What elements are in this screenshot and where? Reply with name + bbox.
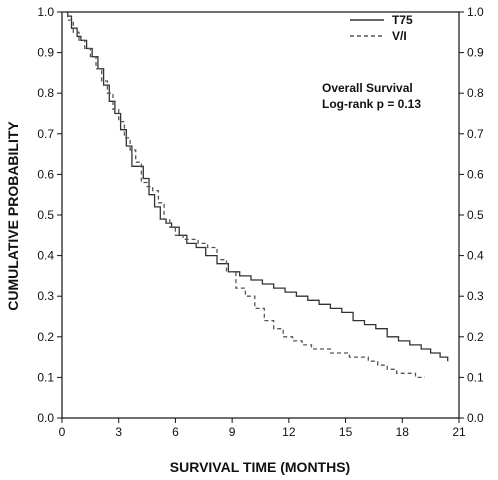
x-tick-label: 3 [115, 425, 122, 439]
y-tick-label-right: 0.6 [467, 167, 484, 181]
x-tick-label: 18 [396, 425, 410, 439]
x-tick-label: 21 [452, 425, 466, 439]
legend-label-vi: V/I [392, 29, 407, 43]
y-tick-label-right: 1.0 [467, 5, 484, 19]
y-tick-label-right: 0.1 [467, 370, 484, 384]
y-tick-label-left: 0.8 [37, 86, 54, 100]
x-tick-label: 12 [282, 425, 296, 439]
y-tick-label-left: 0.1 [37, 370, 54, 384]
y-tick-label-right: 0.2 [467, 330, 484, 344]
y-tick-label-left: 0.4 [37, 249, 54, 263]
x-axis-title: SURVIVAL TIME (MONTHS) [170, 459, 350, 475]
y-tick-label-left: 1.0 [37, 5, 54, 19]
y-tick-label-right: 0.8 [467, 86, 484, 100]
legend: T75 V/I [350, 13, 413, 43]
series-line-t75 [62, 11, 449, 362]
y-tick-label-left: 0.6 [37, 167, 54, 181]
y-tick-label-right: 0.4 [467, 249, 484, 263]
legend-label-t75: T75 [392, 13, 413, 27]
x-tick-label: 9 [229, 425, 236, 439]
annotation-line-1: Overall Survival [322, 81, 413, 95]
annotation-line-2: Log-rank p = 0.13 [322, 97, 421, 111]
series-lines [62, 11, 449, 379]
y-tick-label-right: 0.7 [467, 127, 484, 141]
y-axis-title: CUMULATIVE PROBABILITY [5, 121, 21, 311]
y-tick-label-left: 0.2 [37, 330, 54, 344]
y-tick-label-left: 0.0 [37, 411, 54, 425]
x-tick-label: 15 [339, 425, 353, 439]
y-tick-label-left: 0.9 [37, 46, 54, 60]
y-tick-label-right: 0.3 [467, 289, 484, 303]
y-tick-label-right: 0.5 [467, 208, 484, 222]
plot-frame [61, 11, 460, 419]
y-tick-label-right: 0.0 [467, 411, 484, 425]
x-tick-label: 0 [59, 425, 66, 439]
axes: 0 3 6 9 12 15 18 210.0 0.00.1 0.10.2 0.20.3 0.30.4 0… [37, 5, 484, 439]
y-tick-label-left: 0.3 [37, 289, 54, 303]
y-tick-label-right: 0.9 [467, 46, 484, 60]
annotation: Overall Survival Log-rank p = 0.13 [322, 81, 421, 111]
y-tick-label-left: 0.5 [37, 208, 54, 222]
x-tick-label: 6 [172, 425, 179, 439]
y-tick-label-left: 0.7 [37, 127, 54, 141]
series-line-vi [62, 11, 425, 379]
